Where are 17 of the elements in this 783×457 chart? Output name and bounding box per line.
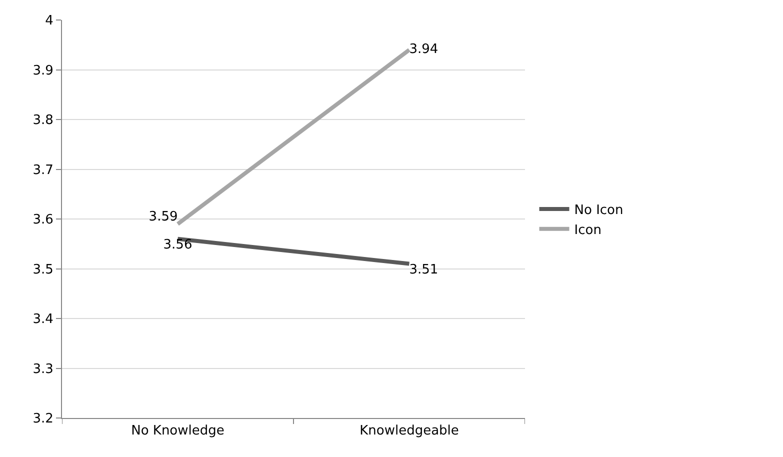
x-tick-label: Knowledgeable — [360, 424, 459, 439]
y-tick-label: 3.4 — [32, 312, 54, 328]
y-tick-label: 3.9 — [32, 63, 54, 78]
y-tick-label: 3.5 — [32, 262, 54, 278]
data-label: 3.94 — [409, 42, 438, 58]
y-tick-label: 3.8 — [32, 113, 54, 128]
y-tick-label: 3.2 — [32, 412, 54, 427]
y-tick-label: 3.3 — [32, 362, 54, 377]
legend-label: No Icon — [574, 203, 624, 218]
data-label: 3.51 — [409, 262, 438, 278]
y-tick-label: 3.7 — [32, 162, 54, 178]
y-tick-label: 4 — [45, 14, 54, 29]
x-tick-label: No Knowledge — [131, 424, 224, 439]
y-tick-label: 3.6 — [32, 212, 54, 228]
data-label: 3.59 — [148, 210, 178, 225]
legend-label: Icon — [574, 222, 602, 238]
data-label: 3.56 — [163, 238, 192, 253]
